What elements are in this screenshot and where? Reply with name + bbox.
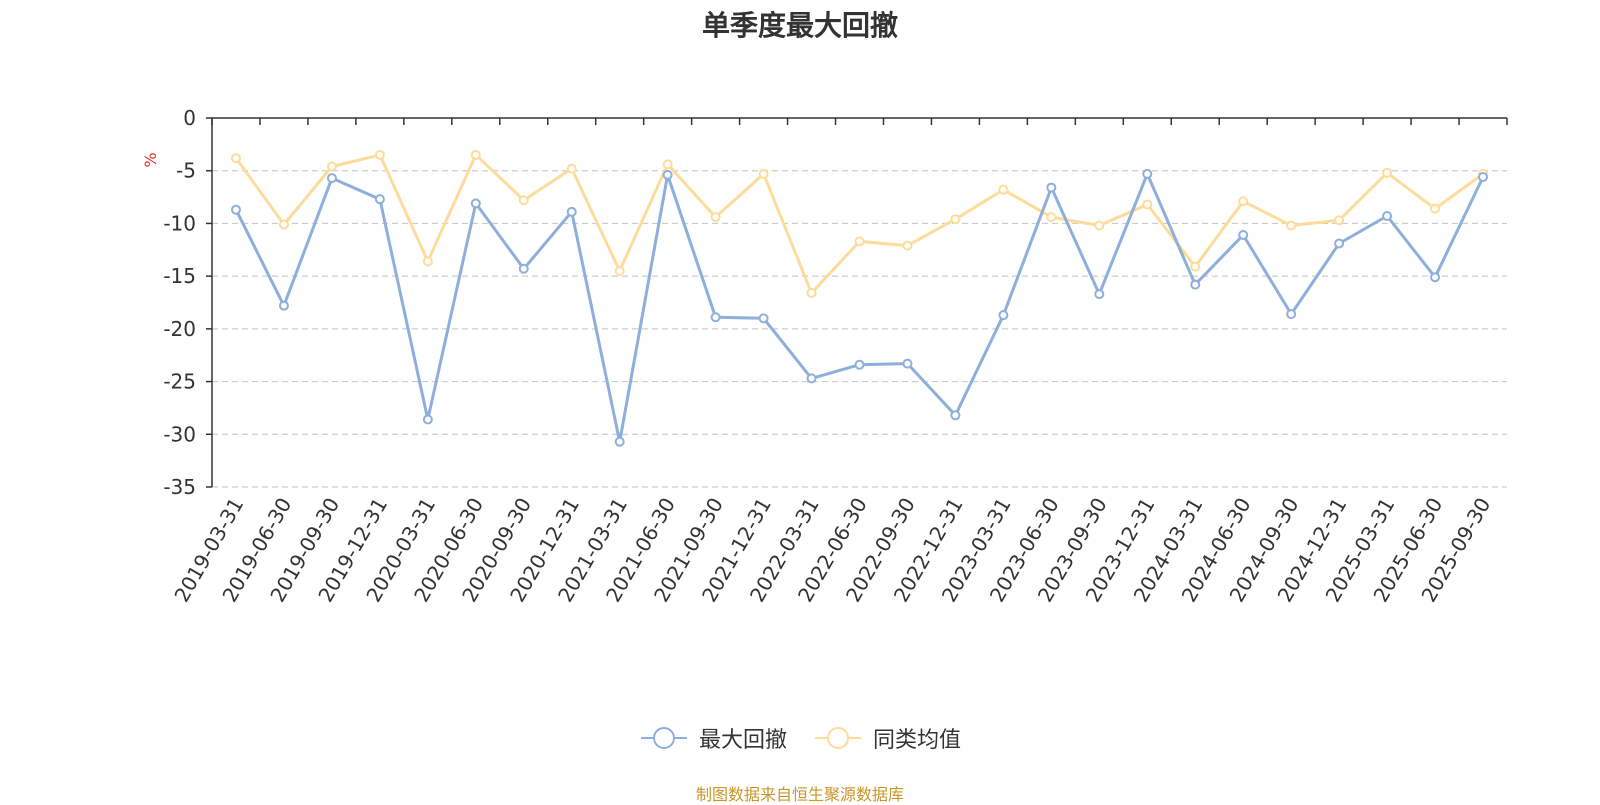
legend-line-marker-icon [640,727,687,749]
data-point [902,240,913,251]
data-point [806,288,817,299]
data-point [422,414,433,425]
data-point [374,194,385,205]
data-point [326,173,337,184]
y-tick-label: -10 [163,211,196,235]
source-note: 制图数据来自恒生聚源数据库 [695,785,904,804]
axis-labels: 0-5-10-15-20-25-30-352019-03-312019-06-3… [141,106,1495,606]
y-tick-label: 0 [183,106,196,130]
data-point [854,359,865,370]
data-point [950,410,961,421]
legend-label: 同类均值 [873,728,962,753]
data-point [1238,196,1249,207]
chart-title: 单季度最大回撤 [701,9,898,42]
data-point [1142,199,1153,210]
data-point [566,163,577,174]
data-point [566,206,577,217]
data-point [806,373,817,384]
data-point [1286,309,1297,320]
data-point [1142,168,1153,179]
data-point [518,195,529,206]
data-point [230,153,241,164]
data-point [278,300,289,311]
data-point [518,263,529,274]
data-point [1478,172,1489,183]
legend-item-max-drawdown[interactable]: 最大回撤 [639,722,787,754]
y-tick-label: -5 [176,159,196,183]
data-point [710,212,721,223]
axes [206,117,1508,488]
legend-line-marker-icon [815,727,861,749]
data-point [1046,182,1057,193]
y-axis-label: % [141,152,160,167]
y-tick-label: -25 [163,370,196,394]
line-chart: 0-5-10-15-20-25-30-352019-03-312019-06-3… [141,106,1508,606]
data-point [998,310,1009,321]
series-lines [230,149,1489,447]
data-point [662,169,673,180]
data-point [1190,261,1201,272]
y-tick-label: -20 [163,317,196,341]
data-point [1094,220,1105,231]
legend-item-peer-average[interactable]: 同类均值 [813,722,961,754]
data-point [1382,167,1393,178]
data-point [278,219,289,230]
data-point [1334,215,1345,226]
y-tick-label: -15 [163,264,196,288]
y-tick-label: -30 [163,422,196,446]
data-point [998,184,1009,195]
data-point [422,256,433,267]
data-point [1334,238,1345,249]
data-point [1286,220,1297,231]
data-point [614,265,625,276]
data-point [614,436,625,447]
data-point [902,358,913,369]
data-point [950,214,961,225]
data-point [470,149,481,160]
data-point [1046,212,1057,223]
data-point [230,204,241,215]
data-point [854,236,865,247]
data-point [1382,211,1393,222]
data-point [710,312,721,323]
grid-lines [212,170,1507,488]
data-point [1430,203,1441,214]
legend: 最大回撤 同类均值 [0,722,1600,754]
data-point [326,161,337,172]
data-point [1238,230,1249,241]
data-point [470,198,481,209]
data-point [1190,279,1201,290]
series-line [234,172,1485,444]
data-point [374,149,385,160]
legend-label: 最大回撤 [698,728,787,753]
data-point [662,159,673,170]
data-point [758,168,769,179]
y-tick-label: -35 [163,475,196,499]
data-point [1430,272,1441,283]
data-point [1094,289,1105,300]
data-point [758,313,769,324]
